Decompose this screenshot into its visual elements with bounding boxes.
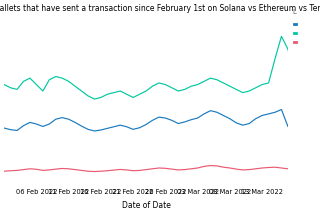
Text: L: L xyxy=(292,9,296,15)
X-axis label: Date of Date: Date of Date xyxy=(122,201,171,210)
Title: Unique wallets that have sent a transaction since February 1st on Solana vs Ethe: Unique wallets that have sent a transact… xyxy=(0,4,320,13)
Legend: , , : , , xyxy=(294,22,297,45)
